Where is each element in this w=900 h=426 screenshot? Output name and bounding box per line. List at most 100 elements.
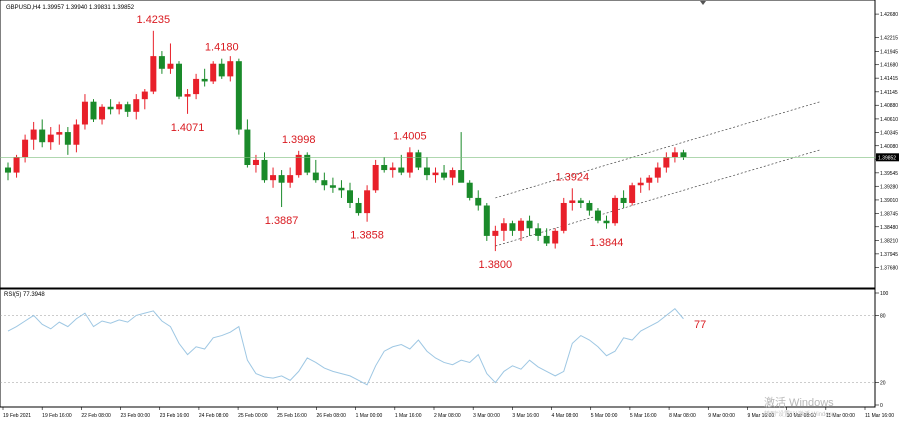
- candle-body: [56, 132, 63, 135]
- symbol-info: GBPUSD,H4 1.39957 1.39940 1.39831 1.3985…: [6, 5, 135, 11]
- candle-body: [594, 210, 601, 221]
- time-tick-label: 5 Mar 16:00: [630, 413, 657, 419]
- candle: [612, 195, 619, 226]
- candle-body: [355, 202, 362, 214]
- price-tick-label: 1.40610: [880, 117, 898, 123]
- candle: [73, 119, 80, 153]
- candle-body: [312, 172, 319, 181]
- rsi-line: [7, 307, 684, 386]
- candle-body: [30, 129, 37, 140]
- candle-body: [47, 134, 54, 143]
- candle: [518, 218, 524, 241]
- price-annotation: 1.3844: [590, 237, 624, 249]
- time-tick-label: 24 Feb 08:00: [199, 413, 229, 419]
- candle: [560, 197, 567, 234]
- candle-body: [252, 159, 259, 165]
- time-tick-label: 1 Mar 00:00: [356, 413, 383, 419]
- candle-body: [184, 94, 191, 97]
- price-tick-label: 1.38480: [880, 225, 898, 231]
- candle: [671, 147, 678, 163]
- candle: [663, 152, 670, 173]
- time-tick-label: 9 Mar 00:00: [708, 413, 735, 419]
- candle: [423, 157, 430, 181]
- candle-body: [543, 235, 550, 244]
- candle-body: [244, 129, 251, 165]
- price-tick-label: 1.42680: [880, 12, 898, 18]
- candle-body: [99, 106, 106, 120]
- candle: [535, 223, 542, 241]
- candle: [278, 170, 285, 208]
- candle: [81, 94, 88, 130]
- candle-body: [646, 177, 653, 183]
- candle-body: [629, 185, 636, 203]
- candle-body: [637, 182, 644, 186]
- candle: [577, 197, 584, 209]
- candle: [295, 150, 302, 178]
- candle: [620, 190, 627, 209]
- candle: [458, 132, 465, 183]
- price-annotation: 1.3887: [265, 215, 299, 227]
- time-tick-label: 11 Mar 16:00: [865, 413, 894, 419]
- candle: [509, 220, 516, 236]
- rsi-axis: 100 80 20 0: [0, 291, 889, 409]
- candle-body: [287, 175, 294, 183]
- candle-body: [535, 228, 542, 236]
- rsi-tick-label: 100: [880, 291, 889, 297]
- candle-body: [663, 157, 670, 168]
- candle: [201, 68, 208, 87]
- candle-body: [475, 197, 482, 206]
- price-tick-label: 1.41415: [880, 76, 898, 82]
- candle-body: [389, 167, 396, 171]
- candle: [304, 152, 311, 176]
- time-tick-label: 8 Mar 08:00: [669, 413, 696, 419]
- price-tick-label: 1.40345: [880, 130, 898, 136]
- time-tick-label: 2 Mar 08:00: [434, 413, 461, 419]
- rsi-pane-frame: [0, 288, 876, 408]
- candle: [321, 172, 328, 191]
- candle: [287, 167, 294, 188]
- candle: [270, 167, 277, 188]
- candle: [355, 197, 362, 216]
- candle-body: [432, 172, 439, 176]
- time-tick-label: 11 Mar 00:00: [826, 413, 855, 419]
- rsi-series: [7, 307, 684, 386]
- time-tick-label: 3 Mar 16:00: [512, 413, 539, 419]
- candle-body: [124, 104, 131, 112]
- candle: [22, 134, 29, 163]
- candle: [637, 177, 644, 193]
- candle: [347, 182, 353, 209]
- candle-body: [458, 170, 465, 183]
- price-annotation: 1.3858: [350, 230, 384, 242]
- candle: [184, 89, 191, 114]
- candle: [492, 225, 499, 252]
- candle-body: [441, 172, 448, 178]
- candle: [5, 162, 11, 181]
- candle: [329, 177, 336, 193]
- candle: [150, 30, 157, 95]
- rsi-tick-label: 80: [880, 313, 886, 319]
- candle-body: [466, 182, 473, 198]
- candle: [116, 101, 123, 115]
- candle: [47, 127, 54, 150]
- candle-body: [158, 56, 165, 69]
- candle-body: [381, 164, 388, 171]
- candle: [235, 58, 242, 135]
- time-tick-label: 1 Mar 16:00: [395, 413, 422, 419]
- scroll-marker-icon[interactable]: [700, 1, 706, 5]
- candle-body: [398, 167, 405, 173]
- time-tick-label: 19 Feb 2021: [3, 413, 31, 419]
- rsi-tick-label: 20: [880, 381, 886, 387]
- candle-body: [235, 61, 242, 130]
- candle-body: [620, 197, 627, 203]
- rsi-label: RSI(5) 77.3948: [4, 292, 45, 298]
- candle: [176, 61, 182, 100]
- current-price-line: 1.39852: [0, 153, 899, 162]
- candle-body: [680, 152, 687, 158]
- candle-body: [210, 63, 217, 82]
- candle: [141, 89, 148, 110]
- candle-body: [364, 190, 371, 214]
- time-tick-label: 4 Mar 08:00: [552, 413, 579, 419]
- time-tick-label: 26 Feb 08:00: [316, 413, 346, 419]
